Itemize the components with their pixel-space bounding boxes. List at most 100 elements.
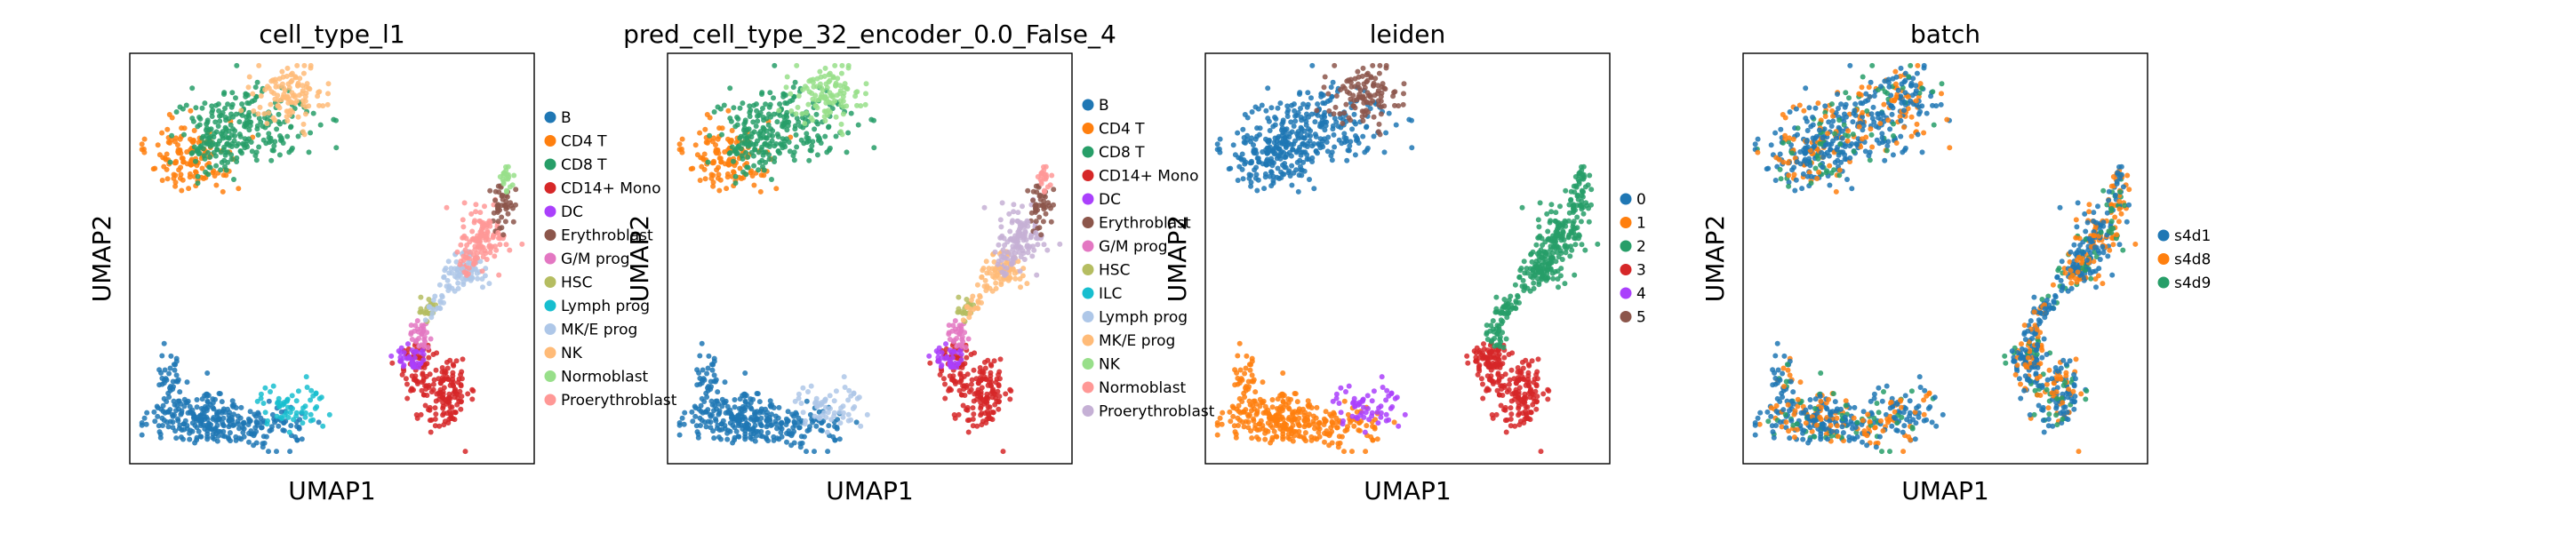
scatter-point [768, 114, 773, 120]
scatter-point [1324, 99, 1331, 104]
scatter-point [201, 176, 207, 181]
scatter-point [304, 385, 310, 390]
scatter-point [497, 226, 503, 232]
scatter-point [1296, 415, 1302, 421]
scatter-point [1579, 164, 1584, 170]
scatter-point [697, 130, 703, 136]
legend-label: CD14+ Mono [1099, 168, 1198, 186]
scatter-point [176, 150, 181, 156]
scatter-point [223, 117, 229, 123]
scatter-point [1537, 269, 1543, 275]
scatter-point [225, 101, 231, 107]
scatter-point [1020, 273, 1026, 279]
legend-label: CD4 T [1099, 121, 1145, 139]
scatter-point [709, 160, 716, 166]
scatter-point [189, 85, 196, 91]
scatter-point [1369, 410, 1375, 416]
scatter-point [755, 391, 761, 397]
scatter-point [1297, 434, 1303, 440]
legend-marker [1082, 123, 1094, 134]
legend-label: 1 [1636, 215, 1646, 233]
scatter-point [1306, 114, 1311, 120]
scatter-point [144, 410, 150, 416]
scatter-point [215, 141, 221, 147]
scatter-point [706, 384, 711, 389]
scatter-point [1786, 428, 1792, 434]
scatter-point [1266, 138, 1272, 144]
scatter-point [697, 353, 703, 359]
scatter-point [753, 433, 759, 439]
scatter-point [971, 411, 977, 418]
scatter-point [1313, 415, 1319, 421]
scatter-point [428, 336, 434, 342]
scatter-point [1294, 399, 1300, 405]
scatter-point [701, 166, 708, 172]
scatter-point [746, 426, 752, 432]
scatter-point [807, 411, 813, 418]
scatter-point [418, 360, 424, 366]
scatter-point [1876, 385, 1882, 391]
scatter-point [1771, 434, 1777, 441]
scatter-point [806, 157, 812, 163]
scatter-point [1343, 389, 1348, 394]
scatter-point [1007, 228, 1013, 235]
scatter-point [1791, 411, 1797, 418]
scatter-point [1355, 416, 1361, 421]
scatter-point [1284, 142, 1291, 148]
scatter-point [469, 228, 476, 235]
scatter-point [1929, 419, 1935, 426]
scatter-point [1228, 418, 1234, 425]
scatter-point [1314, 404, 1320, 410]
scatter-point [331, 116, 337, 123]
scatter-point [220, 428, 227, 434]
scatter-point [738, 422, 744, 428]
scatter-point [1900, 449, 1907, 455]
scatter-point [842, 385, 848, 390]
scatter-point [871, 145, 877, 151]
scatter-point [988, 370, 994, 376]
scatter-point [731, 158, 736, 164]
scatter-point [855, 122, 861, 128]
y-axis-label: UMAP2 [1163, 215, 1192, 303]
scatter-point [1235, 178, 1241, 183]
scatter-point [1044, 184, 1051, 190]
scatter-point [788, 108, 795, 114]
scatter-point [1801, 427, 1807, 434]
scatter-point [1887, 449, 1892, 455]
scatter-point [1331, 111, 1337, 117]
scatter-point [1484, 387, 1490, 394]
scatter-point [1839, 424, 1845, 430]
scatter-point [802, 121, 808, 126]
scatter-point [1022, 229, 1028, 235]
scatter-point [1304, 144, 1310, 149]
legend-label: G/M prog [1099, 238, 1168, 256]
scatter-points [676, 62, 1063, 455]
scatter-point [707, 132, 713, 139]
scatter-point [824, 429, 830, 435]
scatter-point [177, 136, 183, 142]
scatter-point [995, 261, 1001, 267]
scatter-point [992, 249, 998, 255]
scatter-point [194, 404, 200, 410]
scatter-point [980, 368, 986, 374]
scatter-point [1249, 408, 1254, 414]
y-axis-label: UMAP2 [87, 215, 116, 303]
scatter-point [1371, 388, 1377, 394]
scatter-point [956, 309, 962, 315]
scatter-point [837, 83, 844, 89]
scatter-point [1356, 74, 1362, 80]
scatter-point [854, 102, 860, 108]
scatter-point [1894, 427, 1900, 434]
scatter-point [1504, 306, 1510, 312]
scatter-point [1307, 138, 1313, 144]
scatter-point [698, 409, 704, 414]
scatter-point [270, 147, 276, 154]
scatter-point [1516, 422, 1523, 428]
scatter-point [1496, 326, 1502, 332]
scatter-point [487, 250, 493, 256]
scatter-point [1498, 317, 1504, 323]
scatter-point [1921, 418, 1927, 424]
scatter-point [188, 158, 194, 164]
scatter-point [1008, 388, 1014, 394]
